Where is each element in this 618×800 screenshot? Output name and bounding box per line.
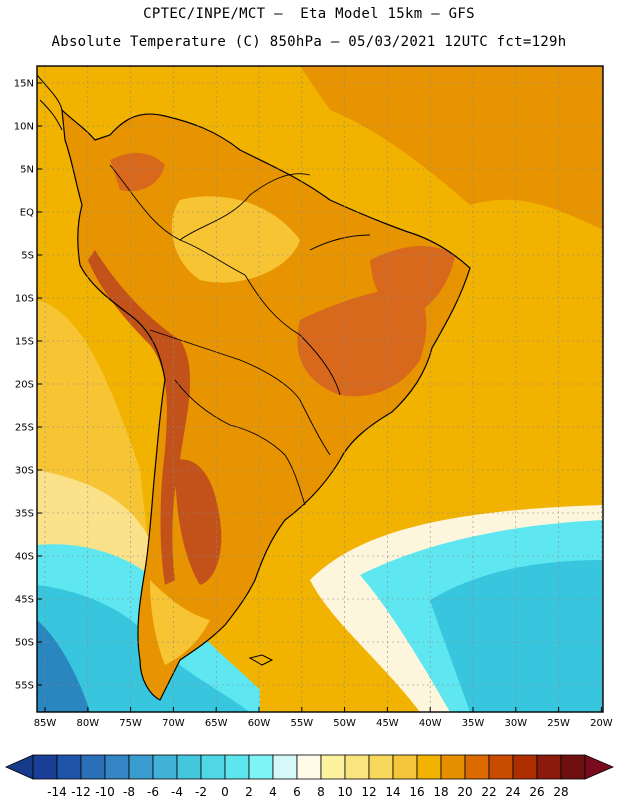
colorbar-label: -10: [95, 785, 115, 799]
ocean-warm-band-ne: [300, 66, 603, 230]
lon-label: 55W: [290, 718, 313, 729]
colorbar-label: 0: [221, 785, 229, 799]
colorbar-swatch: [416, 754, 442, 780]
colorbar-swatch: [248, 754, 274, 780]
lon-label: 50W: [333, 718, 356, 729]
map-gridlines: [37, 66, 603, 712]
lon-label: 85W: [34, 718, 57, 729]
colorbar-swatch: [440, 754, 466, 780]
colorbar-label: 2: [245, 785, 253, 799]
northeast-hot-region: [370, 245, 455, 320]
lon-label: 60W: [248, 718, 271, 729]
falkland-islands: [248, 654, 274, 666]
temperature-field: [37, 66, 603, 712]
lon-label: 80W: [76, 718, 99, 729]
lat-label: 15N: [14, 79, 34, 90]
colorbar-label: 26: [529, 785, 544, 799]
colorbar-swatch: [464, 754, 490, 780]
colorbar-swatch: [320, 754, 346, 780]
colorbar-swatch: [344, 754, 370, 780]
lon-label: 75W: [119, 718, 142, 729]
title-line-1: CPTEC/INPE/MCT – Eta Model 15km – GFS: [143, 6, 475, 22]
lat-label: 40S: [15, 552, 34, 563]
colorbar-swatch: [200, 754, 226, 780]
colorbar-label: 14: [385, 785, 400, 799]
lat-label: 10S: [15, 294, 34, 305]
colorbar-swatch: [104, 754, 130, 780]
colorbar-label: 20: [457, 785, 472, 799]
colorbar: -14 -12 -10 -8 -6 -4 -2 0 2 4 6 8 10 12 14 16 18 20 22 24 26…: [5, 754, 615, 799]
colorbar-label: 22: [481, 785, 496, 799]
lon-label: 45W: [376, 718, 399, 729]
lon-label: 70W: [162, 718, 185, 729]
lon-label: 25W: [547, 718, 570, 729]
colorbar-label: -2: [195, 785, 207, 799]
colorbar-label: 4: [269, 785, 277, 799]
colorbar-label: -12: [71, 785, 91, 799]
colorbar-swatch: [56, 754, 82, 780]
colorbar-label: 10: [337, 785, 352, 799]
colorbar-swatch: [32, 754, 58, 780]
colorbar-overflow-triangle: [584, 754, 615, 780]
coastline: [61, 108, 471, 701]
colorbar-swatch: [536, 754, 562, 780]
latitude-ticks: 15N 10N 5N EQ 5S 10S 15S 20S 25S 30S 35S 40S 45S 50S 5…: [14, 79, 42, 692]
lon-label: 65W: [205, 718, 228, 729]
lat-label: 50S: [15, 638, 34, 649]
lat-label: 10N: [14, 122, 34, 133]
colorbar-swatch: [296, 754, 322, 780]
lon-label: 35W: [462, 718, 485, 729]
colorbar-label: 16: [409, 785, 424, 799]
colorbar-swatch: [560, 754, 586, 780]
lat-label: 25S: [15, 423, 34, 434]
title-line-2: Absolute Temperature (C) 850hPa – 05/03/…: [51, 34, 567, 50]
country-borders: [109, 164, 371, 506]
colorbar-underflow-triangle: [5, 754, 34, 780]
lat-label: 35S: [15, 509, 34, 520]
map-frame: [36, 65, 604, 713]
colorbar-swatch: [368, 754, 394, 780]
colorbar-label: -6: [147, 785, 159, 799]
colorbar-swatch: [128, 754, 154, 780]
lat-label: 45S: [15, 595, 34, 606]
colorbar-label: -8: [123, 785, 135, 799]
lat-label: 30S: [15, 466, 34, 477]
colorbar-swatch: [176, 754, 202, 780]
colorbar-label: 8: [317, 785, 325, 799]
lon-label: 30W: [504, 718, 527, 729]
north-hot-region: [110, 153, 165, 192]
colorbar-label: 28: [553, 785, 568, 799]
colorbar-swatch: [392, 754, 418, 780]
lat-label: 20S: [15, 380, 34, 391]
lat-label: 55S: [15, 681, 34, 692]
colorbar-label: 6: [293, 785, 301, 799]
patagonia-hot-region: [175, 459, 222, 585]
colorbar-swatch: [272, 754, 298, 780]
colorbar-swatch: [512, 754, 538, 780]
lon-label: 20W: [590, 718, 613, 729]
lat-label: 15S: [15, 337, 34, 348]
colorbar-swatch: [488, 754, 514, 780]
colorbar-label: -14: [47, 785, 67, 799]
central-america-coast: [37, 74, 63, 131]
colorbar-swatch: [80, 754, 106, 780]
colorbar-label: -4: [171, 785, 183, 799]
lon-label: 40W: [419, 718, 442, 729]
longitude-ticks: 85W 80W 75W 70W 65W 60W 55W 50W 45W 40W 35W 30W 25W 2…: [34, 707, 613, 729]
lat-label: EQ: [20, 208, 34, 219]
lat-label: 5N: [20, 165, 34, 176]
cold-blue-region: [37, 620, 90, 712]
colorbar-swatch: [152, 754, 178, 780]
southern-tip-mild: [150, 580, 210, 665]
colorbar-label: 18: [433, 785, 448, 799]
lat-label: 5S: [21, 251, 34, 262]
colorbar-swatch: [224, 754, 250, 780]
colorbar-label: 24: [505, 785, 520, 799]
andes-hot-band: [88, 250, 191, 585]
colorbar-label: 12: [361, 785, 376, 799]
land-mild-region: [171, 196, 300, 283]
